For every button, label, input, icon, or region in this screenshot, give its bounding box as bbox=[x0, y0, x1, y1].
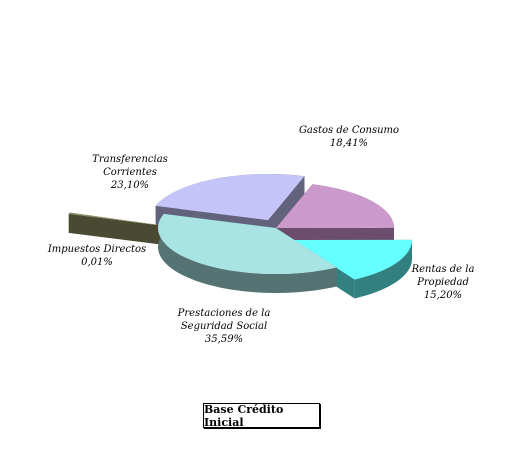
slice-wall bbox=[68, 213, 181, 247]
slice-side bbox=[354, 239, 412, 299]
slice-side bbox=[158, 213, 337, 293]
slice-top bbox=[155, 174, 305, 220]
pie-slice bbox=[158, 213, 337, 293]
chart-caption: Base Crédito Inicial bbox=[203, 403, 320, 429]
slice-top bbox=[294, 239, 413, 280]
pie-slice bbox=[276, 184, 394, 247]
slice-label: Gastos de Consumo 18,41% bbox=[299, 125, 399, 149]
pie-slices bbox=[68, 174, 413, 299]
slice-top bbox=[276, 184, 394, 228]
slice-top bbox=[68, 212, 181, 228]
slice-label: Prestaciones de la Seguridad Social 35,59% bbox=[177, 308, 271, 345]
slice-label: Rentas de la Propiedad 15,20% bbox=[411, 264, 475, 301]
slice-top bbox=[158, 213, 337, 274]
slice-label: Transferencias Corrientes 23,10% bbox=[92, 154, 168, 191]
slice-wall bbox=[268, 176, 305, 239]
slice-label: Impuestos Directos 0,01% bbox=[47, 244, 146, 268]
slice-labels: Gastos de Consumo 18,41% Rentas de la Propi… bbox=[47, 125, 475, 345]
pie-slice bbox=[68, 212, 181, 247]
